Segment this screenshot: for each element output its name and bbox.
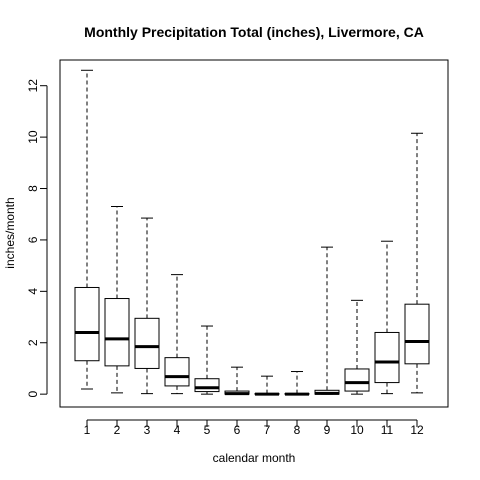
y-tick-label-8: 8 [26,185,40,192]
box-month-1 [75,70,99,389]
x-tick-label-7: 7 [264,423,271,437]
box-month-5 [195,326,219,394]
box-iqr-1 [75,287,99,360]
x-tick-label-9: 9 [324,423,331,437]
y-tick-label-10: 10 [26,130,40,144]
box-month-4 [165,275,189,394]
box-month-3 [135,218,159,394]
y-axis-label: inches/month [3,197,17,268]
y-tick-label-6: 6 [26,236,40,243]
x-axis-label: calendar month [213,451,296,465]
y-tick-label-0: 0 [26,390,40,397]
y-tick-label-4: 4 [26,288,40,295]
x-tick-label-5: 5 [204,423,211,437]
box-month-7 [255,376,279,394]
x-tick-label-12: 12 [410,423,424,437]
box-month-8 [285,372,309,395]
box-iqr-12 [405,304,429,364]
box-iqr-4 [165,358,189,386]
box-month-12 [405,133,429,393]
x-tick-label-10: 10 [350,423,364,437]
box-month-6 [225,367,249,394]
x-tick-label-4: 4 [174,423,181,437]
x-tick-label-1: 1 [84,423,91,437]
x-tick-label-11: 11 [381,423,394,437]
box-iqr-2 [105,299,129,366]
x-tick-label-6: 6 [234,423,241,437]
x-axis: 1 2 3 4 5 6 7 8 9 10 11 12 [84,420,424,437]
x-tick-label-8: 8 [294,423,301,437]
box-month-11 [375,241,399,393]
box-month-9 [315,247,339,394]
x-tick-label-3: 3 [144,423,151,437]
box-month-2 [105,207,129,393]
boxes [75,70,429,394]
y-tick-label-12: 12 [26,79,40,93]
x-tick-label-2: 2 [114,423,121,437]
box-month-10 [345,300,369,394]
y-tick-label-2: 2 [26,339,40,346]
box-iqr-5 [195,379,219,392]
box-iqr-3 [135,318,159,368]
y-axis: 0 2 4 6 8 10 12 [26,79,47,398]
box-iqr-11 [375,332,399,382]
chart-title: Monthly Precipitation Total (inches), Li… [84,24,424,40]
box-iqr-10 [345,369,369,391]
